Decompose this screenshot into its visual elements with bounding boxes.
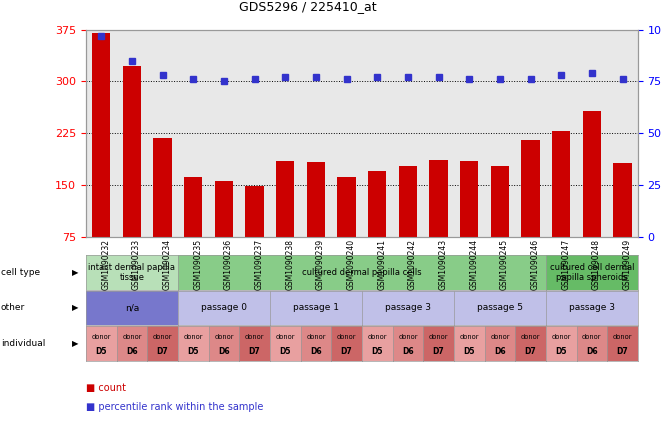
Text: D6: D6 (310, 346, 322, 356)
Text: donor: donor (245, 334, 264, 340)
Text: D5: D5 (95, 346, 107, 356)
Text: ▶: ▶ (71, 339, 78, 348)
Text: ▶: ▶ (71, 268, 78, 277)
Text: GSM1090234: GSM1090234 (163, 239, 172, 290)
Bar (153, 138, 172, 237)
Text: GDS5296 / 225410_at: GDS5296 / 225410_at (239, 0, 376, 13)
Text: GSM1090240: GSM1090240 (346, 239, 356, 290)
Text: D7: D7 (157, 346, 169, 356)
Text: GSM1090232: GSM1090232 (101, 239, 110, 290)
Text: GSM1090248: GSM1090248 (592, 239, 601, 290)
Text: D7: D7 (433, 346, 444, 356)
Text: GSM1090246: GSM1090246 (531, 239, 539, 290)
Text: donor: donor (398, 334, 418, 340)
Text: GSM1090233: GSM1090233 (132, 239, 141, 290)
Bar (337, 177, 356, 237)
Text: donor: donor (459, 334, 479, 340)
Bar (583, 111, 601, 237)
Text: ■ count: ■ count (86, 383, 126, 393)
Bar (490, 166, 509, 237)
Bar (368, 171, 387, 237)
Text: GSM1090243: GSM1090243 (438, 239, 447, 290)
Bar (552, 131, 570, 237)
Text: D6: D6 (402, 346, 414, 356)
Text: passage 0: passage 0 (201, 303, 247, 313)
Bar (430, 160, 447, 237)
Text: donor: donor (551, 334, 571, 340)
Text: donor: donor (276, 334, 295, 340)
Text: intact dermal papilla
tissue: intact dermal papilla tissue (89, 263, 175, 282)
Text: donor: donor (122, 334, 141, 340)
Text: GSM1090235: GSM1090235 (193, 239, 202, 290)
Bar (184, 177, 202, 237)
Text: D6: D6 (586, 346, 598, 356)
Text: ■ percentile rank within the sample: ■ percentile rank within the sample (86, 402, 263, 412)
Text: GSM1090249: GSM1090249 (623, 239, 631, 290)
Text: D5: D5 (371, 346, 383, 356)
Text: D7: D7 (617, 346, 629, 356)
Text: donor: donor (337, 334, 356, 340)
Text: passage 3: passage 3 (569, 303, 615, 313)
Text: donor: donor (490, 334, 510, 340)
Text: individual: individual (1, 339, 45, 348)
Bar (522, 140, 540, 237)
Bar (399, 166, 417, 237)
Text: D5: D5 (463, 346, 475, 356)
Text: GSM1090239: GSM1090239 (316, 239, 325, 290)
Text: donor: donor (521, 334, 540, 340)
Text: GSM1090238: GSM1090238 (286, 239, 294, 290)
Bar (276, 161, 294, 237)
Text: cultured dermal papilla cells: cultured dermal papilla cells (302, 268, 422, 277)
Bar (460, 161, 479, 237)
Text: cultured cell dermal
papilla spheroids: cultured cell dermal papilla spheroids (549, 263, 634, 282)
Text: donor: donor (184, 334, 203, 340)
Text: ▶: ▶ (71, 303, 78, 313)
Text: passage 3: passage 3 (385, 303, 431, 313)
Text: D6: D6 (494, 346, 506, 356)
Text: GSM1090247: GSM1090247 (561, 239, 570, 290)
Bar (245, 187, 264, 237)
Text: D7: D7 (249, 346, 260, 356)
Text: GSM1090236: GSM1090236 (224, 239, 233, 290)
Text: n/a: n/a (125, 303, 139, 313)
Text: other: other (1, 303, 25, 313)
Text: D6: D6 (126, 346, 137, 356)
Text: D5: D5 (280, 346, 291, 356)
Text: donor: donor (91, 334, 111, 340)
Text: D7: D7 (525, 346, 537, 356)
Text: GSM1090237: GSM1090237 (254, 239, 264, 290)
Bar (307, 162, 325, 237)
Text: D5: D5 (555, 346, 567, 356)
Text: donor: donor (429, 334, 448, 340)
Text: donor: donor (613, 334, 633, 340)
Text: donor: donor (214, 334, 234, 340)
Bar (92, 33, 110, 237)
Bar (613, 163, 632, 237)
Text: GSM1090242: GSM1090242 (408, 239, 417, 290)
Text: donor: donor (153, 334, 173, 340)
Text: donor: donor (368, 334, 387, 340)
Text: D6: D6 (218, 346, 230, 356)
Text: GSM1090244: GSM1090244 (469, 239, 478, 290)
Bar (215, 181, 233, 237)
Text: D7: D7 (340, 346, 352, 356)
Text: passage 1: passage 1 (293, 303, 339, 313)
Text: GSM1090245: GSM1090245 (500, 239, 509, 290)
Text: donor: donor (306, 334, 326, 340)
Text: GSM1090241: GSM1090241 (377, 239, 386, 290)
Text: cell type: cell type (1, 268, 40, 277)
Text: D5: D5 (188, 346, 199, 356)
Text: donor: donor (582, 334, 602, 340)
Bar (123, 66, 141, 237)
Text: passage 5: passage 5 (477, 303, 523, 313)
